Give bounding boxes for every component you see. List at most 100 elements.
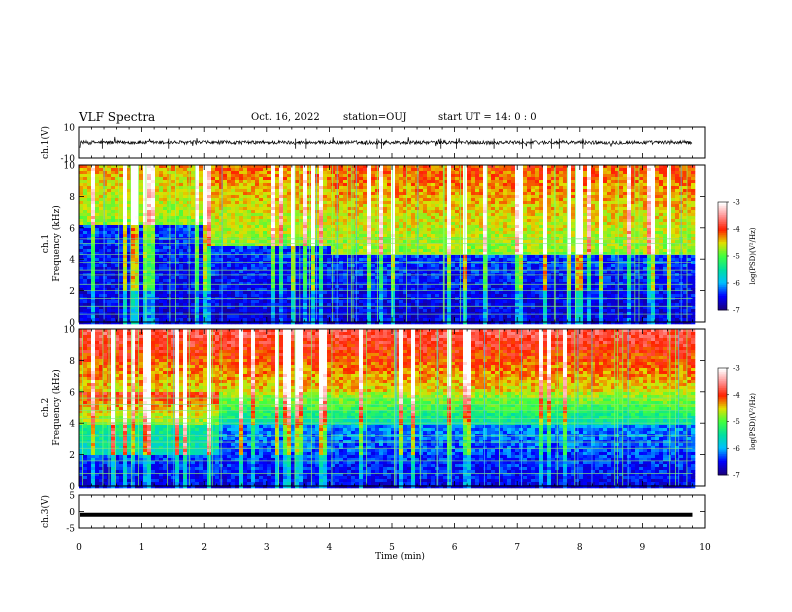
- spectrogram-cell: [431, 291, 436, 295]
- spectrogram-cell: [87, 279, 92, 283]
- spectrogram-cell: [443, 174, 448, 178]
- spectrogram-cell: [199, 270, 204, 274]
- spectrogram-cell: [271, 180, 276, 184]
- spectrogram-cell: [319, 234, 324, 238]
- spectrogram-cell: [171, 294, 176, 298]
- spectrogram-cell: [339, 312, 344, 316]
- spectrogram-cell: [183, 300, 188, 304]
- spectrogram-cell: [343, 168, 348, 172]
- spectrogram-cell: [379, 171, 384, 175]
- spectrogram-cell: [91, 282, 96, 286]
- spectrogram-cell: [387, 303, 392, 307]
- spectrogram-cell: [363, 252, 368, 256]
- spectrogram-cell: [239, 306, 244, 310]
- spectrogram-cell: [191, 270, 196, 274]
- spectrogram-cell: [415, 276, 420, 280]
- spectrogram-cell: [259, 234, 264, 238]
- spectrogram-cell: [95, 201, 100, 205]
- spectrogram-cell: [143, 183, 148, 187]
- spectrogram-cell: [423, 210, 428, 214]
- spectrogram-cell: [371, 249, 376, 253]
- spectrogram-cell: [359, 318, 364, 322]
- spectrogram-cell: [155, 201, 160, 205]
- spectrogram-cell: [359, 210, 364, 214]
- spectrogram-cell: [223, 264, 228, 268]
- spectrogram-cell: [391, 264, 396, 268]
- spectrogram-cell: [383, 312, 388, 316]
- spectrogram-cell: [203, 198, 208, 202]
- spectrogram-cell: [87, 174, 92, 178]
- spectrogram-cell: [115, 246, 120, 250]
- spectrogram-cell: [355, 306, 360, 310]
- spectrogram-cell: [379, 315, 384, 319]
- spectrogram-cell: [331, 183, 336, 187]
- spectrogram-cell: [391, 222, 396, 226]
- spectrogram-cell: [399, 225, 404, 229]
- spectrogram-cell: [127, 183, 132, 187]
- spectrogram-cell: [235, 204, 240, 208]
- spectrogram-cell: [283, 234, 288, 238]
- spectrogram-cell: [339, 177, 344, 181]
- spectrogram-cell: [287, 318, 292, 322]
- spectrogram-cell: [319, 246, 324, 250]
- spectrogram-cell: [191, 192, 196, 196]
- spectrogram-cell: [279, 267, 284, 271]
- spectrogram-cell: [379, 222, 384, 226]
- spectrogram-cell: [99, 267, 104, 271]
- header-start-time: start UT = 14: 0 : 0: [438, 112, 537, 123]
- spectrogram-cell: [219, 168, 224, 172]
- spectrogram-cell: [259, 291, 264, 295]
- spectrogram-cell: [383, 177, 388, 181]
- spectrogram-cell: [111, 270, 116, 274]
- spectrogram-cell: [267, 240, 272, 244]
- spectrogram-cell: [267, 291, 272, 295]
- spectrogram-cell: [179, 249, 184, 253]
- spectrogram-cell: [331, 282, 336, 286]
- spectrogram-cell: [279, 306, 284, 310]
- spectrogram-cell: [259, 195, 264, 199]
- spectrogram-cell: [171, 189, 176, 193]
- spectrogram-cell: [191, 315, 196, 319]
- spectrogram-cell: [139, 276, 144, 280]
- spectrogram-cell: [139, 165, 144, 169]
- spectrogram-cell: [391, 177, 396, 181]
- spectrogram-cell: [175, 276, 180, 280]
- spectrogram-cell: [167, 177, 172, 181]
- spectrogram-cell: [119, 234, 124, 238]
- spectrogram-cell: [235, 294, 240, 298]
- spectrogram-cell: [411, 198, 416, 202]
- spectrogram-cell: [359, 312, 364, 316]
- spectrogram-cell: [399, 234, 404, 238]
- spectrogram-cell: [419, 252, 424, 256]
- spectrogram-cell: [195, 246, 200, 250]
- spectrogram-cell: [303, 309, 308, 313]
- spectrogram-cell: [347, 216, 352, 220]
- spectrogram-cell: [379, 228, 384, 232]
- spectrogram-cell: [355, 213, 360, 217]
- spectrogram-cell: [327, 294, 332, 298]
- spectrogram-cell: [275, 213, 280, 217]
- spectrogram-cell: [419, 183, 424, 187]
- spectrogram-cell: [139, 228, 144, 232]
- spectrogram-cell: [83, 195, 88, 199]
- spectrogram-cell: [439, 279, 444, 283]
- spectrogram-cell: [439, 201, 444, 205]
- spectrogram-cell: [79, 270, 84, 274]
- spectrogram-cell: [179, 306, 184, 310]
- spectrogram-cell: [395, 228, 400, 232]
- spectrogram-cell: [191, 255, 196, 259]
- spectrogram-cell: [207, 258, 212, 262]
- spectrogram-cell: [387, 315, 392, 319]
- spectrogram-cell: [107, 252, 112, 256]
- spectrogram-cell: [139, 279, 144, 283]
- spectrogram-cell: [267, 312, 272, 316]
- spectrogram-cell: [131, 282, 136, 286]
- spectrogram-cell: [131, 228, 136, 232]
- spectrogram-cell: [407, 309, 412, 313]
- spectrogram-cell: [319, 207, 324, 211]
- spectrogram-cell: [387, 186, 392, 190]
- spectrogram-cell: [415, 174, 420, 178]
- spectrogram-cell: [391, 234, 396, 238]
- spectrogram-cell: [303, 285, 308, 289]
- spectrogram-cell: [347, 195, 352, 199]
